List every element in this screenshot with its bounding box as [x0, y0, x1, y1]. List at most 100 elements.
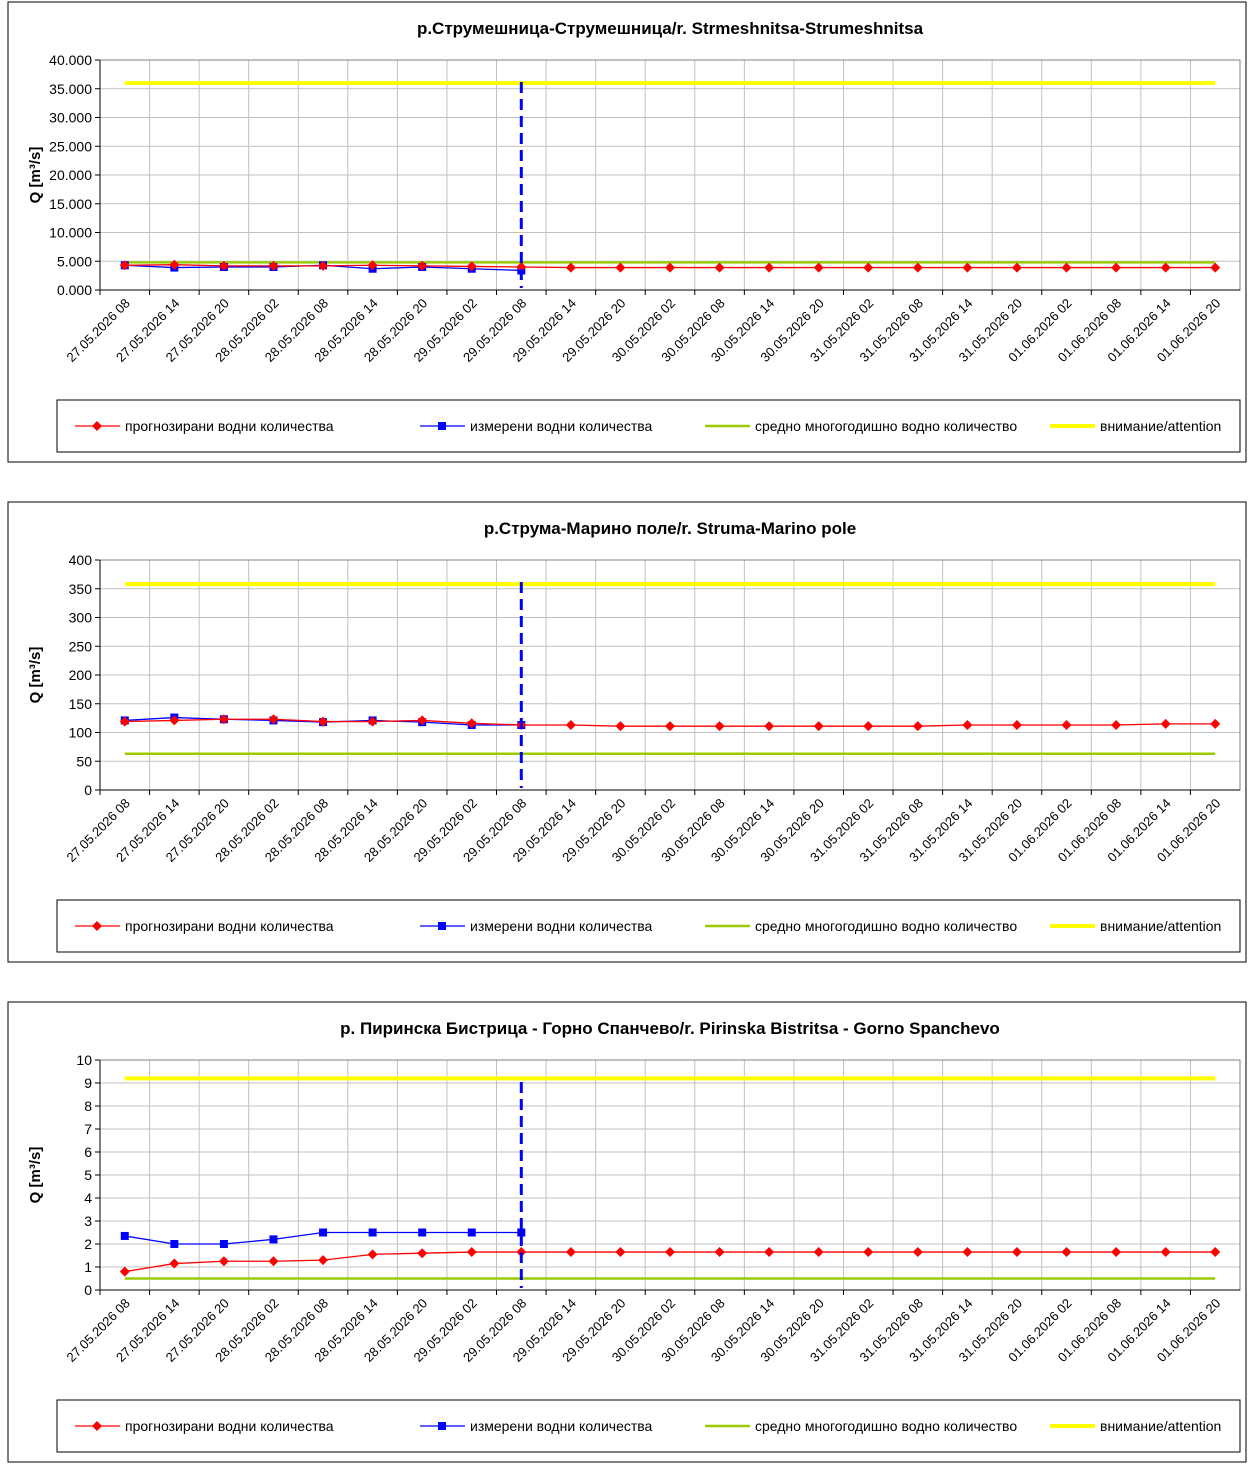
marker — [218, 714, 229, 725]
marker — [119, 716, 130, 727]
y-tick-label: 0.000 — [57, 282, 92, 298]
marker — [1210, 718, 1221, 729]
marker — [268, 260, 279, 271]
marker — [565, 720, 576, 731]
marker — [665, 262, 675, 273]
marker — [714, 1247, 725, 1258]
marker — [438, 422, 446, 430]
y-tick-label: 9 — [84, 1075, 92, 1091]
y-tick-label: 0 — [84, 782, 92, 798]
marker — [119, 260, 130, 271]
marker — [912, 721, 923, 732]
legend-label: внимание/attention — [1100, 418, 1221, 434]
y-tick-label: 40.000 — [49, 52, 92, 68]
chart-title: р. Пиринска Бистрица - Горно Спанчево/r.… — [340, 1019, 1000, 1038]
marker — [418, 1228, 427, 1237]
marker — [962, 1247, 973, 1258]
marker — [169, 1258, 180, 1269]
marker — [1011, 1247, 1022, 1258]
marker — [319, 1228, 328, 1237]
marker — [1210, 262, 1221, 273]
marker — [912, 1247, 923, 1258]
legend-label: прогнозирани водни количества — [125, 1418, 334, 1434]
chart-title: р.Струмешница-Струмешница/r. Strmeshnits… — [417, 19, 924, 38]
y-axis-label: Q [m³/s] — [27, 1147, 44, 1204]
marker — [615, 721, 626, 732]
y-tick-label: 0 — [84, 1282, 92, 1298]
y-tick-label: 10.000 — [49, 225, 92, 241]
marker — [169, 715, 180, 726]
y-tick-label: 30.000 — [49, 110, 92, 126]
marker — [1111, 1247, 1122, 1258]
marker — [92, 421, 102, 431]
marker — [417, 1248, 428, 1259]
marker — [218, 1256, 229, 1267]
legend-label: средно многогодишно водно количество — [755, 1418, 1017, 1434]
y-axis-label: Q [m³/s] — [27, 147, 44, 204]
marker — [665, 1247, 675, 1258]
marker — [517, 1228, 526, 1237]
marker — [863, 721, 874, 732]
marker — [1210, 1247, 1221, 1258]
marker — [1160, 718, 1171, 729]
marker — [119, 1266, 130, 1277]
marker — [466, 1247, 477, 1258]
y-tick-label: 6 — [84, 1144, 92, 1160]
y-tick-label: 1 — [84, 1259, 92, 1275]
marker — [764, 262, 775, 273]
y-tick-label: 35.000 — [49, 81, 92, 97]
legend-label: средно многогодишно водно количество — [755, 918, 1017, 934]
legend-label: измерени водни количества — [470, 418, 653, 434]
marker — [318, 1255, 329, 1266]
chart-frame — [7, 1001, 1247, 1463]
y-tick-label: 7 — [84, 1121, 92, 1137]
y-tick-label: 200 — [69, 667, 93, 683]
marker — [962, 262, 973, 273]
y-tick-label: 10 — [76, 1052, 92, 1068]
y-tick-label: 8 — [84, 1098, 92, 1114]
chart-title: р.Струма-Марино поле/r. Struma-Marino po… — [484, 519, 856, 538]
marker — [764, 1247, 775, 1258]
y-tick-label: 400 — [69, 552, 93, 568]
marker — [368, 1228, 377, 1237]
marker — [1011, 262, 1022, 273]
marker — [516, 262, 527, 272]
y-tick-label: 5 — [84, 1167, 92, 1183]
y-tick-label: 5.000 — [57, 253, 92, 269]
marker — [367, 260, 378, 271]
marker — [1061, 1247, 1072, 1258]
marker — [417, 260, 428, 271]
chart-panel: р. Пиринска Бистрица - Горно Спанчево/r.… — [7, 1001, 1247, 1463]
marker — [912, 262, 923, 273]
y-tick-label: 4 — [84, 1190, 92, 1206]
marker — [218, 260, 229, 271]
y-tick-label: 25.000 — [49, 138, 92, 154]
legend-label: прогнозирани водни количества — [125, 918, 334, 934]
marker — [714, 721, 725, 732]
marker — [1111, 720, 1122, 731]
marker — [813, 262, 824, 273]
marker — [318, 260, 329, 271]
marker — [219, 1240, 228, 1248]
marker — [318, 716, 329, 727]
marker — [268, 1256, 279, 1267]
legend-box — [56, 399, 1241, 453]
marker — [962, 720, 973, 731]
marker — [120, 1231, 129, 1240]
marker — [92, 1421, 102, 1431]
marker — [269, 1235, 278, 1244]
marker — [813, 721, 824, 732]
marker — [1011, 720, 1022, 731]
marker — [714, 262, 725, 273]
legend-label: средно многогодишно водно количество — [755, 418, 1017, 434]
chart-panel: р.Струма-Марино поле/r. Struma-Marino po… — [7, 501, 1247, 963]
y-tick-label: 250 — [69, 638, 93, 654]
legend-label: внимание/attention — [1100, 918, 1221, 934]
marker — [1061, 720, 1072, 731]
marker — [565, 262, 576, 273]
marker — [367, 1249, 378, 1260]
legend-box — [56, 1399, 1241, 1453]
marker — [615, 1247, 626, 1258]
marker — [1160, 262, 1171, 273]
